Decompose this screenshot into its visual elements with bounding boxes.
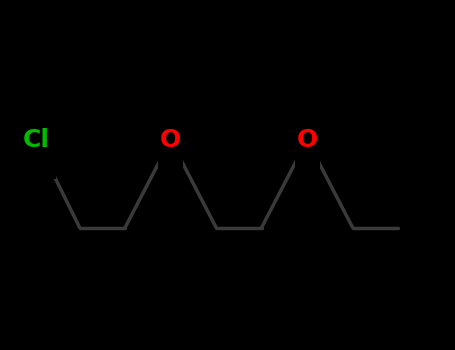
FancyBboxPatch shape <box>295 100 320 179</box>
Text: Cl: Cl <box>23 128 50 152</box>
FancyBboxPatch shape <box>158 100 183 179</box>
Text: O: O <box>297 128 318 152</box>
Text: O: O <box>160 128 181 152</box>
FancyBboxPatch shape <box>17 100 56 179</box>
